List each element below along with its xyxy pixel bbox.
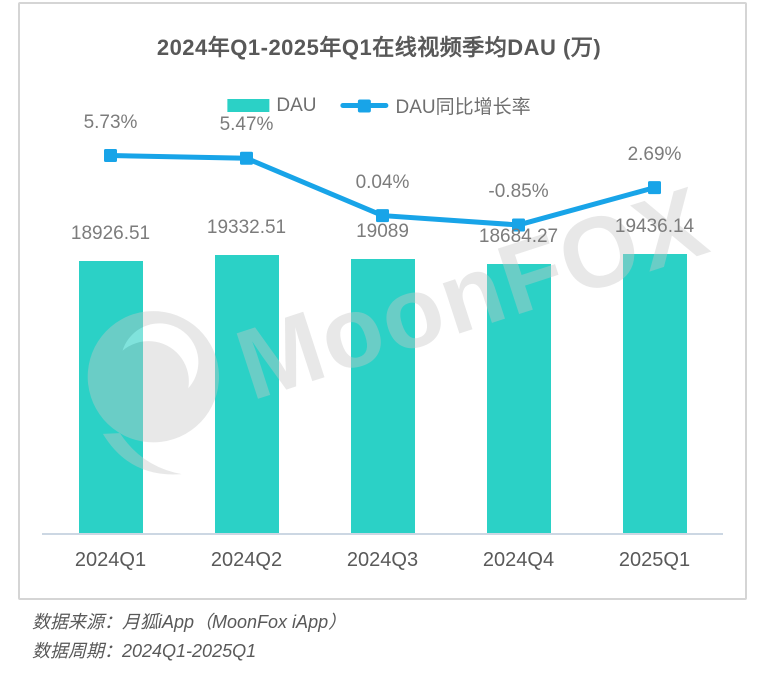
bar-value-label-2024Q3: 19089 bbox=[356, 220, 409, 242]
legend-line-marker-icon bbox=[358, 99, 371, 112]
bar-2025Q1 bbox=[622, 253, 687, 533]
footer-data-source: 数据来源：月狐iApp（MoonFox iApp） bbox=[32, 612, 347, 632]
bar-2024Q3 bbox=[350, 258, 415, 533]
bar-value-label-2025Q1: 19436.14 bbox=[614, 215, 695, 237]
footer-data-period: 数据周期：2024Q1-2025Q1 bbox=[32, 641, 257, 661]
legend-line-swatch-icon bbox=[340, 99, 389, 112]
growth-label-2024Q4: -0.85% bbox=[488, 180, 549, 202]
growth-label-2024Q2: 5.47% bbox=[219, 114, 274, 136]
footer: 数据来源：月狐iApp（MoonFox iApp） 数据周期：2024Q1-20… bbox=[32, 608, 346, 666]
legend: DAU DAU同比增长率 bbox=[227, 92, 531, 119]
bar-2024Q4 bbox=[486, 264, 551, 533]
legend-bar-swatch-icon bbox=[227, 99, 270, 112]
bar-value-label-2024Q2: 19332.51 bbox=[206, 217, 287, 239]
x-axis-label-2024Q3: 2024Q3 bbox=[346, 549, 419, 571]
x-axis-line bbox=[42, 533, 723, 535]
bar-value-label-2024Q1: 18926.51 bbox=[70, 223, 151, 244]
x-axis-label-2025Q1: 2025Q1 bbox=[618, 549, 691, 571]
x-axis-label-2024Q4: 2024Q4 bbox=[482, 549, 555, 571]
bar-value-label-2024Q4: 18684.27 bbox=[478, 226, 559, 248]
bar-2024Q1 bbox=[78, 261, 143, 533]
growth-label-2024Q3: 0.04% bbox=[355, 171, 410, 193]
legend-item-dau: DAU bbox=[227, 94, 317, 117]
growth-label-2024Q1: 5.73% bbox=[83, 111, 138, 133]
x-axis-label-2024Q1: 2024Q1 bbox=[74, 549, 147, 571]
chart-title: 2024年Q1-2025年Q1在线视频季均DAU (万) bbox=[156, 35, 602, 60]
legend-line-label: DAU同比增长率 bbox=[395, 97, 531, 118]
legend-item-growth: DAU同比增长率 bbox=[340, 92, 531, 119]
bar-2024Q2 bbox=[214, 255, 279, 533]
legend-bar-label: DAU bbox=[276, 94, 317, 116]
x-axis-label-2024Q2: 2024Q2 bbox=[210, 549, 283, 571]
growth-label-2025Q1: 2.69% bbox=[627, 143, 682, 165]
